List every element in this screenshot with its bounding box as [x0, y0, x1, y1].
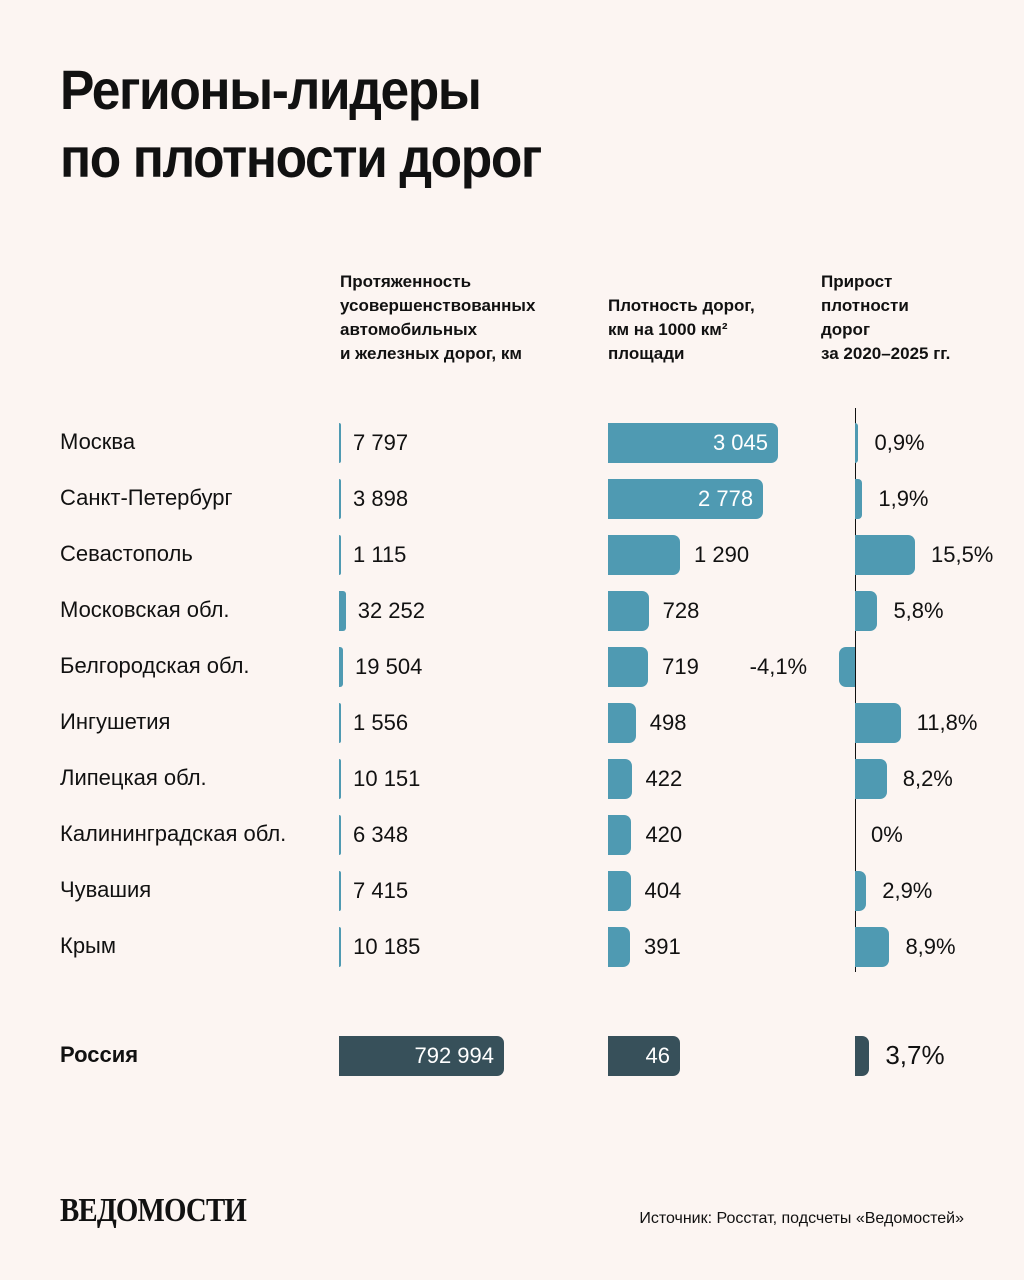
growth-zero-axis — [855, 408, 856, 972]
length-bar — [339, 423, 341, 463]
growth-label: 15,5% — [930, 542, 994, 567]
length-bar — [339, 927, 342, 967]
table-row: Крым 10 185 391 8,9% — [0, 927, 1024, 967]
length-bar — [339, 871, 341, 911]
table-row: Севастополь 1 115 1 290 15,5% — [0, 535, 1024, 575]
table-row: Санкт-Петербург 3 898 2 778 1,9% — [0, 479, 1024, 519]
length-bar — [339, 479, 341, 519]
page-title: Регионы-лидеры по плотности дорог — [60, 56, 542, 192]
region-name: Калининградская обл. — [60, 821, 287, 846]
vedomosti-logo: ВЕДОМОСТИ — [60, 1192, 247, 1229]
region-name: Санкт-Петербург — [60, 485, 233, 510]
length-label: 3 898 — [353, 486, 409, 511]
region-name: Москва — [60, 429, 136, 454]
region-name: Россия — [60, 1042, 139, 1067]
region-name: Московская обл. — [60, 597, 230, 622]
growth-label: -4,1% — [749, 654, 808, 679]
density-label: 46 — [645, 1043, 670, 1068]
growth-bar — [855, 703, 901, 743]
table-row: Ингушетия 1 556 498 11,8% — [0, 703, 1024, 743]
density-bar — [608, 479, 764, 519]
density-bar — [608, 535, 681, 575]
title-line-2: по плотности дорог — [60, 126, 542, 189]
length-label: 19 504 — [355, 654, 423, 679]
table-row: Липецкая обл. 10 151 422 8,2% — [0, 759, 1024, 799]
density-label: 498 — [649, 710, 687, 735]
growth-label: 2,9% — [882, 878, 933, 903]
length-bar — [339, 759, 342, 799]
density-bar — [608, 591, 649, 631]
length-label: 792 994 — [414, 1043, 494, 1068]
density-label: 719 — [662, 654, 699, 679]
length-label: 10 185 — [353, 934, 421, 959]
density-label: 422 — [645, 766, 683, 791]
growth-label: 8,2% — [902, 766, 953, 791]
density-bar — [608, 1036, 680, 1076]
growth-label: 0,9% — [874, 430, 925, 455]
growth-bar — [855, 591, 878, 631]
region-name: Ингушетия — [60, 709, 171, 734]
column-header-density: Плотность дорог, км на 1000 км² площади — [608, 296, 755, 363]
length-label: 6 348 — [353, 822, 409, 847]
density-bar — [608, 871, 631, 911]
density-bar — [608, 423, 778, 463]
growth-label: 3,7% — [885, 1040, 945, 1070]
length-bar — [339, 535, 341, 575]
length-label: 1 556 — [353, 710, 409, 735]
length-label: 10 151 — [353, 766, 421, 791]
region-name: Липецкая обл. — [60, 765, 207, 790]
growth-bar — [855, 927, 890, 967]
column-header-length: Протяженность усовершенствованных автомо… — [340, 272, 536, 363]
table-row: Чувашия 7 415 404 2,9% — [0, 871, 1024, 911]
region-name: Чувашия — [60, 877, 152, 902]
title-line-1: Регионы-лидеры — [60, 58, 482, 121]
region-name: Севастополь — [60, 541, 193, 566]
growth-bar — [855, 759, 887, 799]
table-row: Белгородская обл. 19 504 719 -4,1% — [0, 647, 1024, 687]
length-bar — [339, 703, 341, 743]
growth-label: 0% — [871, 822, 903, 847]
length-bar — [339, 647, 344, 687]
density-label: 404 — [644, 878, 682, 903]
length-label: 7 797 — [353, 430, 409, 455]
growth-bar — [855, 479, 863, 519]
density-bar — [608, 927, 630, 967]
density-bar — [608, 647, 649, 687]
growth-bar — [855, 871, 867, 911]
density-bar — [608, 703, 636, 743]
table-row: Московская обл. 32 252 728 5,8% — [0, 591, 1024, 631]
region-name: Крым — [60, 933, 116, 958]
density-label: 3 045 — [712, 430, 768, 455]
length-bar — [339, 815, 341, 855]
length-bar — [339, 591, 346, 631]
growth-bar — [839, 647, 855, 687]
region-name: Белгородская обл. — [60, 653, 250, 678]
density-bar — [608, 759, 632, 799]
density-label: 391 — [644, 934, 681, 959]
growth-label: 5,8% — [893, 598, 944, 623]
growth-bar — [855, 1036, 870, 1076]
column-header-growth: Прирост плотности дорог за 2020–2025 гг. — [821, 272, 951, 363]
growth-label: 8,9% — [905, 934, 956, 959]
density-label: 420 — [645, 822, 683, 847]
length-label: 1 115 — [353, 542, 407, 567]
growth-bar — [855, 423, 859, 463]
density-label: 1 290 — [694, 542, 750, 567]
growth-bar — [855, 535, 915, 575]
source-note: Источник: Росстат, подсчеты «Ведомостей» — [639, 1210, 964, 1227]
growth-label: 1,9% — [878, 486, 929, 511]
growth-label: 11,8% — [916, 710, 978, 735]
table-row: Москва 7 797 3 045 0,9% — [0, 423, 1024, 463]
density-label: 728 — [662, 598, 700, 623]
table-row: Калининградская обл. 6 348 420 0% — [0, 815, 1024, 855]
density-label: 2 778 — [698, 486, 754, 511]
total-row: Россия 792 994 46 3,7% — [0, 1036, 1024, 1076]
length-label: 32 252 — [357, 598, 425, 623]
density-bar — [608, 815, 632, 855]
length-label: 7 415 — [353, 878, 409, 903]
length-bar — [339, 1036, 504, 1076]
